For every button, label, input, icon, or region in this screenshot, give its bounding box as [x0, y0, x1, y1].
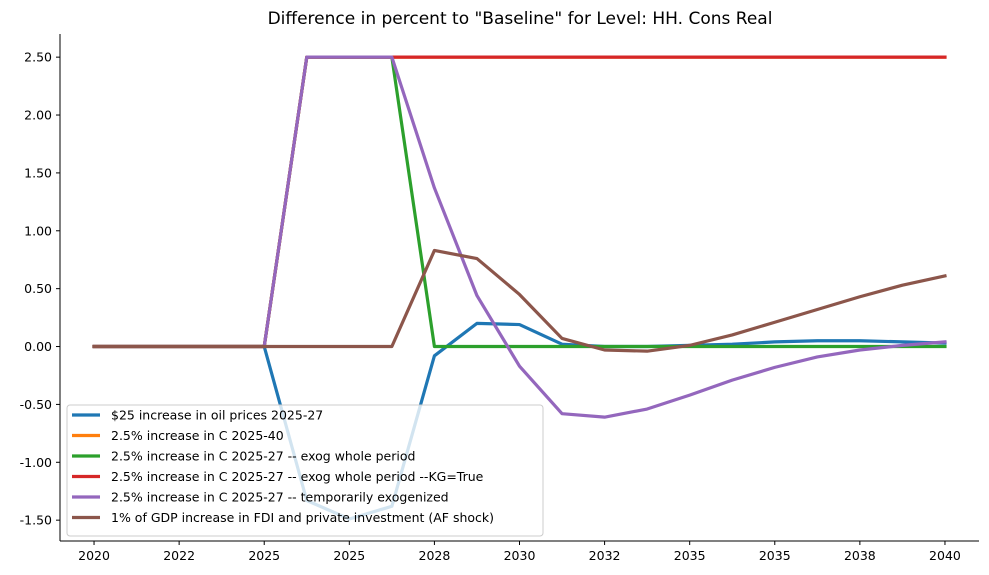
- y-tick-label: 2.50: [24, 50, 52, 65]
- x-tick-label: 2035: [759, 548, 791, 563]
- legend-entry-label: $25 increase in oil prices 2025-27: [111, 408, 323, 423]
- y-tick-label: -0.50: [20, 397, 52, 412]
- axes: -1.50 -1.00 -0.50 0.00 0.50 1.00 1.50 2.00 2.50 2…: [20, 34, 979, 563]
- x-tick-label: 2020: [78, 548, 110, 563]
- x-tick-label: 2035: [674, 548, 706, 563]
- x-tick-label: 2025: [333, 548, 365, 563]
- x-tick-label: 2028: [419, 548, 451, 563]
- legend-entry-label: 2.5% increase in C 2025-27 -- temporaril…: [111, 490, 449, 505]
- y-tick-label: 1.50: [24, 165, 52, 180]
- legend-entry-label: 2.5% increase in C 2025-27 -- exog whole…: [111, 469, 484, 484]
- x-tick-label: 2030: [504, 548, 536, 563]
- chart-title: Difference in percent to "Baseline" for …: [268, 9, 773, 29]
- series-line-3: [92, 55, 947, 349]
- legend: $25 increase in oil prices 2025-27 2.5% i…: [66, 404, 544, 537]
- series-line-5: [92, 55, 947, 419]
- x-tick-label: 2025: [248, 548, 280, 563]
- y-tick-label: 2.00: [24, 108, 52, 123]
- legend-entry-label: 1% of GDP increase in FDI and private in…: [111, 510, 494, 525]
- y-tick-label: -1.00: [20, 455, 52, 470]
- x-tick-label: 2040: [929, 548, 961, 563]
- legend-entry-label: 2.5% increase in C 2025-27 -- exog whole…: [111, 449, 415, 464]
- x-tick-label: 2032: [589, 548, 621, 563]
- x-tick-label: 2038: [844, 548, 876, 563]
- y-tick-label: 0.50: [24, 281, 52, 296]
- series-line-4: [92, 55, 947, 349]
- y-tick-label: -1.50: [20, 513, 52, 528]
- legend-entry-label: 2.5% increase in C 2025-40: [111, 428, 284, 443]
- series-line-2: [92, 55, 947, 349]
- legend-box: [66, 404, 544, 537]
- y-tick-label: 0.00: [24, 339, 52, 354]
- series-line-6: [92, 248, 947, 353]
- x-tick-label: 2022: [163, 548, 195, 563]
- plot-area: [92, 55, 947, 521]
- y-tick-label: 1.00: [24, 223, 52, 238]
